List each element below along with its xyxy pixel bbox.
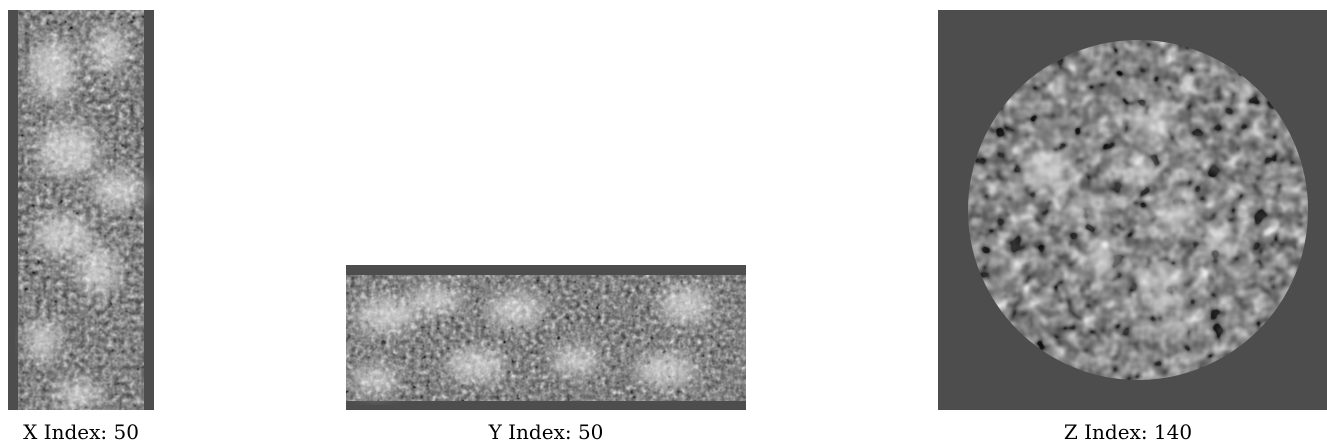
z-slice-svg (938, 10, 1327, 410)
y-index-caption: Y Index: 50 (488, 420, 604, 444)
x-slice-bright-regions (27, 28, 143, 409)
y-slice-bright-regions (354, 286, 712, 394)
z-index-caption: Z Index: 140 (1063, 420, 1193, 444)
x-index-caption: X Index: 50 (23, 420, 139, 444)
z-slice-noise (968, 40, 1308, 380)
y-slice-svg (346, 265, 746, 410)
x-slice-image (8, 10, 154, 410)
z-slice-bright-regions (1026, 102, 1232, 337)
z-slice-image (938, 10, 1327, 410)
x-slice-svg (8, 10, 154, 410)
y-slice-image (346, 265, 746, 410)
z-slice-disc (968, 40, 1308, 380)
